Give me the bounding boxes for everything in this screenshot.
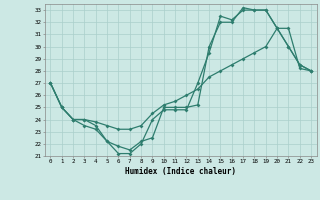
X-axis label: Humidex (Indice chaleur): Humidex (Indice chaleur) (125, 167, 236, 176)
